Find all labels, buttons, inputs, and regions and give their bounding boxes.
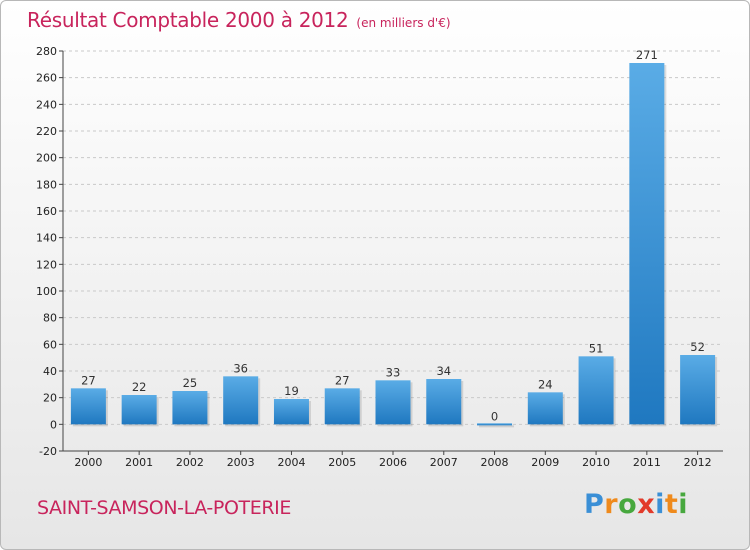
value-label: 27 (81, 373, 96, 387)
value-label: 33 (386, 365, 401, 379)
value-label: 27 (335, 373, 350, 387)
y-tick-label: 80 (43, 312, 57, 325)
logo-letter: r (604, 489, 619, 520)
proxiti-logo: Proxiti (584, 489, 688, 520)
y-tick-label: 100 (36, 285, 57, 298)
logo-letter: o (618, 489, 638, 520)
y-tick-label: 240 (36, 98, 57, 111)
bar (527, 392, 563, 425)
value-label: 25 (183, 376, 198, 390)
y-tick-label: 180 (36, 178, 57, 191)
value-label: 271 (636, 48, 658, 62)
logo-letter: t (664, 489, 679, 520)
bar (70, 388, 106, 425)
bar (121, 395, 157, 425)
bar (578, 356, 614, 425)
y-tick-label: 260 (36, 72, 57, 85)
bar (680, 355, 716, 425)
chart-unit-note: (en milliers d'€) (356, 16, 451, 30)
bar (223, 376, 259, 425)
logo-letter: P (584, 489, 605, 520)
y-tick-label: 280 (36, 45, 57, 58)
y-tick-label: 200 (36, 152, 57, 165)
x-tick-label: 2010 (582, 456, 610, 469)
x-tick-label: 2002 (176, 456, 204, 469)
y-tick-label: 140 (36, 232, 57, 245)
value-label: 24 (538, 377, 553, 391)
y-tick-label: 160 (36, 205, 57, 218)
value-label: 51 (589, 341, 604, 355)
y-tick-label: -20 (39, 445, 57, 458)
x-tick-label: 2011 (633, 456, 661, 469)
value-label: 19 (284, 384, 299, 398)
value-label: 22 (132, 380, 147, 394)
bar (273, 399, 309, 425)
commune-name: SAINT-SAMSON-LA-POTERIE (37, 497, 291, 519)
value-label: 0 (491, 409, 498, 423)
bar (629, 63, 665, 425)
value-label: 36 (233, 361, 248, 375)
chart-title: Résultat Comptable 2000 à 2012 (27, 8, 349, 32)
logo-letter: i (678, 489, 689, 520)
x-tick-label: 2001 (125, 456, 153, 469)
logo-letter: x (637, 489, 656, 520)
bar-shadow (479, 425, 515, 428)
x-tick-label: 2004 (277, 456, 305, 469)
y-tick-label: 20 (43, 392, 57, 405)
y-tick-label: 0 (50, 418, 57, 431)
x-tick-label: 2006 (379, 456, 407, 469)
x-tick-label: 2007 (430, 456, 458, 469)
bar (172, 391, 208, 425)
x-tick-label: 2003 (227, 456, 255, 469)
y-tick-label: 120 (36, 258, 57, 271)
y-tick-label: 40 (43, 365, 57, 378)
chart-title-block: Résultat Comptable 2000 à 2012 (en millie… (27, 8, 451, 32)
x-tick-label: 2000 (74, 456, 102, 469)
x-tick-label: 2008 (481, 456, 509, 469)
bar (477, 423, 513, 426)
x-tick-label: 2012 (684, 456, 712, 469)
y-tick-label: 60 (43, 338, 57, 351)
value-label: 52 (690, 340, 705, 354)
bar (324, 388, 360, 425)
y-tick-label: 220 (36, 125, 57, 138)
value-label: 34 (436, 364, 451, 378)
x-tick-label: 2009 (531, 456, 559, 469)
bar (426, 379, 462, 425)
logo-letter: i (655, 489, 665, 520)
bar (375, 380, 411, 425)
x-tick-label: 2005 (328, 456, 356, 469)
